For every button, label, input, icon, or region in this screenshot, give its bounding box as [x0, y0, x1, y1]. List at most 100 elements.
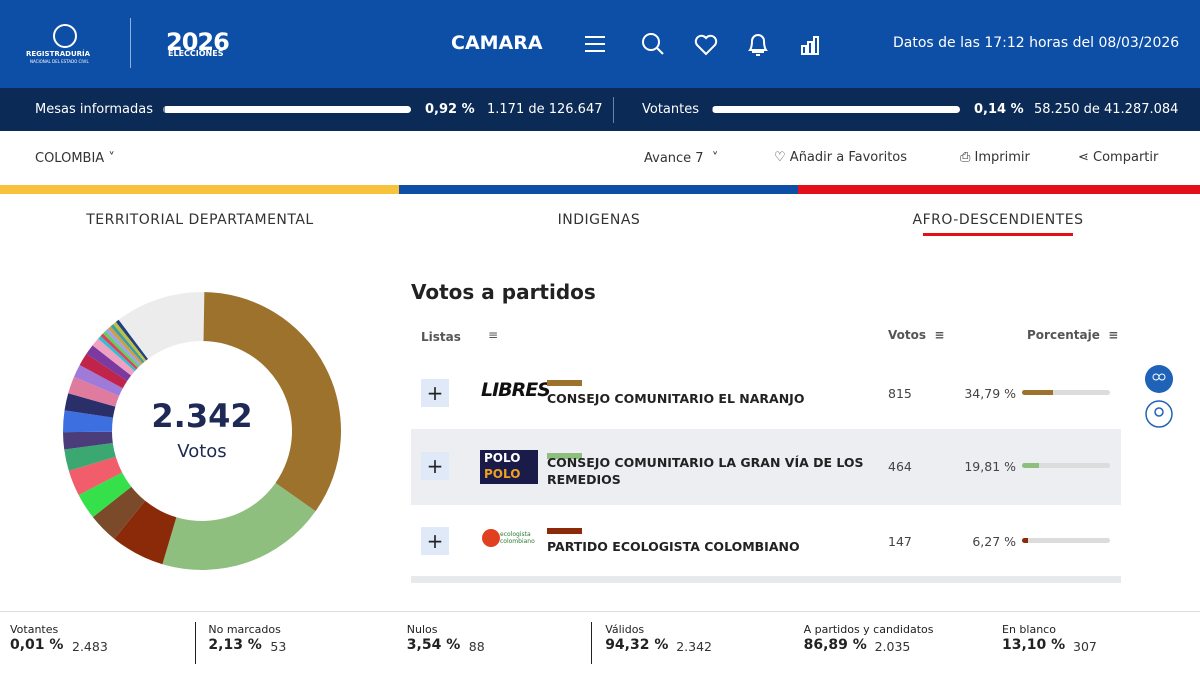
donut-slice	[107, 326, 143, 365]
stat-percent: 86,89 %	[803, 637, 867, 653]
total-unit: Votos	[177, 441, 227, 462]
donut-slice	[114, 500, 177, 565]
donut-slice	[79, 353, 128, 389]
print-button[interactable]: ⎙ Imprimir	[960, 150, 1030, 165]
votes: 464	[888, 459, 912, 474]
party-logo: POLO POLO	[480, 450, 538, 484]
tab-underline	[923, 233, 1073, 236]
party-color	[547, 380, 582, 386]
scrollbar	[411, 576, 1121, 583]
percent-bar	[1022, 390, 1053, 395]
progress-bar: Mesas informadas 0,92 % 1.171 de 126.647…	[0, 88, 1200, 131]
percent-track	[1022, 390, 1110, 395]
stripe	[0, 185, 399, 194]
donut-slice	[86, 345, 132, 382]
stat-count: 307	[1073, 639, 1097, 654]
toolbar: COLOMBIA ˅ Avance 7 ˅ ♡ Añadir a Favorit…	[0, 131, 1200, 185]
donut-slice	[118, 291, 205, 359]
logo-icon	[482, 529, 500, 547]
avance: Avance 7	[644, 151, 704, 166]
progress-track	[712, 106, 960, 113]
stat-percent: 3,54 %	[406, 637, 461, 653]
donut-slice	[73, 365, 123, 396]
tab[interactable]: AFRO-DESCENDIENTES	[912, 212, 1084, 228]
expand-button[interactable]: +	[421, 452, 449, 480]
donut-slice	[105, 328, 142, 367]
percent: 19,81 %	[964, 459, 1016, 474]
nav-icons[interactable]	[580, 24, 830, 64]
donut-slice	[92, 338, 135, 376]
stat-percent: 94,32 %	[605, 637, 669, 653]
tab[interactable]: TERRITORIAL DEPARTAMENTAL	[86, 212, 314, 228]
donut-slice	[100, 333, 138, 370]
donut-chart	[62, 291, 341, 570]
votes: 815	[888, 386, 912, 401]
stat-count: 2.035	[874, 639, 911, 654]
menu-icon[interactable]: ≡	[488, 328, 499, 342]
table-title: Votos a partidos	[411, 280, 596, 304]
tab[interactable]: INDIGENAS	[557, 212, 641, 228]
percent-bar	[1022, 463, 1040, 468]
column-header-text: Votos	[888, 328, 926, 342]
logo-icon	[53, 24, 77, 48]
column-header-text: Porcentaje	[1027, 328, 1100, 342]
progress-track	[163, 106, 411, 113]
percent-track	[1022, 538, 1110, 543]
favorites-button[interactable]: ♡ Añadir a Favoritos	[774, 150, 908, 165]
stat-count: 53	[270, 639, 287, 654]
donut-slice	[162, 482, 316, 570]
progress-label: Votantes	[642, 102, 700, 117]
percent: 34,79 %	[964, 386, 1016, 401]
expand-button[interactable]: +	[421, 527, 449, 555]
event: ELECCIONES	[168, 49, 224, 58]
progress-percent: 0,14 %	[974, 102, 1024, 117]
avance-select[interactable]: Avance 7 ˅	[644, 151, 719, 166]
share-button[interactable]: ⋖ Compartir	[1078, 150, 1159, 165]
year: 2026	[166, 28, 230, 56]
progress-count: 58.250 de 41.287.084	[1034, 102, 1179, 117]
donut-slice	[68, 456, 123, 496]
donut-slice	[110, 324, 145, 364]
stat-label: Válidos	[605, 623, 645, 636]
share: Compartir	[1093, 150, 1159, 165]
footer-border	[0, 611, 1200, 612]
stat-label: Nulos	[406, 623, 438, 636]
percent: 6,27 %	[972, 534, 1016, 549]
timestamp: Datos de las 17:12 horas del 08/03/2026	[893, 35, 1180, 51]
column-header: Listas	[421, 330, 461, 344]
progress-fill	[163, 106, 166, 113]
divider	[130, 18, 131, 68]
logo-text: POLO	[484, 451, 521, 465]
total-votes: 2.342	[151, 397, 253, 435]
party-color	[547, 528, 582, 534]
donut-slice	[62, 410, 113, 433]
section-title: CAMARA	[451, 32, 543, 54]
location: COLOMBIA	[35, 151, 105, 166]
stat-count: 88	[468, 639, 485, 654]
party-logo: ecologista colombiano	[500, 531, 535, 545]
side-icons[interactable]	[1140, 360, 1180, 440]
logo-subtext: NACIONAL DEL ESTADO CIVIL	[30, 59, 89, 64]
donut-slice	[113, 321, 147, 362]
party-logo: LIBRES	[481, 379, 551, 401]
stripe	[798, 185, 1200, 194]
donut-slice	[102, 331, 140, 368]
footer-divider	[195, 622, 196, 664]
percent-track	[1022, 463, 1110, 468]
column-header: Porcentaje ≡	[1027, 328, 1119, 342]
donut-slice	[92, 486, 146, 539]
expand-button[interactable]: +	[421, 379, 449, 407]
stat-count: 2.483	[72, 639, 108, 654]
stat-label: Votantes	[10, 623, 59, 636]
column-header: Votos ≡	[888, 328, 945, 342]
percent-bar	[1022, 538, 1028, 543]
donut-slice	[98, 336, 137, 372]
divider	[613, 97, 614, 123]
donut-slice	[64, 393, 116, 418]
donut-slice	[64, 443, 116, 471]
party-name: CONSEJO COMUNITARIO LA GRAN VÍA DE LOS R…	[547, 455, 864, 487]
stat-count: 2.342	[676, 639, 712, 654]
location-select[interactable]: COLOMBIA ˅	[35, 151, 115, 166]
donut-slice	[68, 376, 120, 407]
